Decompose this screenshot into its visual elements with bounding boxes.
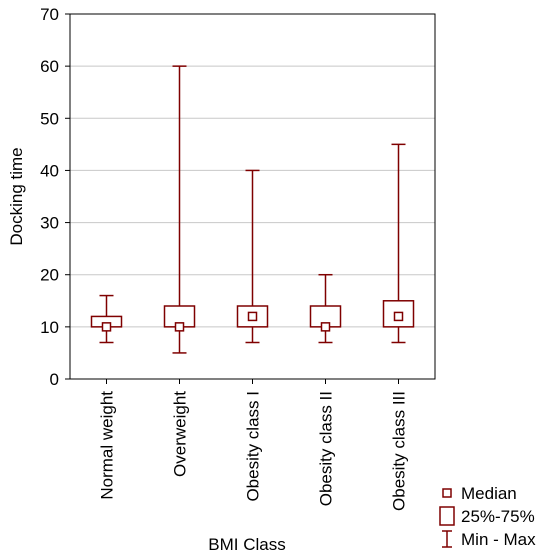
y-tick-label: 0 — [50, 370, 59, 389]
plot-frame — [69, 13, 436, 380]
x-tick-label: Normal weight — [98, 391, 117, 500]
median-marker — [393, 311, 404, 322]
x-tick-label: Obesity class II — [317, 391, 336, 506]
x-axis-title: BMI Class — [208, 535, 285, 554]
box-1 — [90, 294, 123, 344]
legend-item-median: Median — [442, 484, 517, 503]
x-tick-label: Overweight — [171, 391, 190, 477]
y-axis-title: Docking time — [7, 147, 26, 245]
x-axis-ticks: Normal weight Overweight Obesity class I Ob… — [98, 379, 409, 511]
x-tick-label: Obesity class III — [390, 391, 409, 511]
median-marker — [174, 322, 185, 332]
median-marker — [101, 322, 112, 332]
legend-item-whisker: Min - Max — [442, 530, 536, 549]
y-tick-label: 40 — [40, 161, 59, 180]
box-4 — [309, 273, 342, 344]
legend-label: Median — [461, 484, 517, 503]
legend-label: Min - Max — [461, 530, 536, 549]
y-tick-label: 10 — [40, 318, 59, 337]
legend-whisker-icon — [442, 530, 452, 548]
legend: Median 25%-75% Min - Max — [439, 484, 536, 549]
y-axis-ticks: 0 10 20 30 40 50 60 70 — [40, 5, 70, 389]
y-tick-label: 50 — [40, 109, 59, 128]
box-5 — [382, 143, 415, 344]
median-marker — [247, 311, 258, 322]
legend-label: 25%-75% — [461, 507, 535, 526]
y-tick-label: 60 — [40, 57, 59, 76]
x-tick-label: Obesity class I — [244, 391, 263, 502]
box-2 — [163, 65, 196, 354]
y-tick-label: 30 — [40, 214, 59, 233]
box-3 — [236, 169, 269, 344]
y-tick-label: 20 — [40, 266, 59, 285]
y-tick-label: 70 — [40, 5, 59, 24]
median-marker — [320, 322, 331, 332]
legend-box-icon — [439, 506, 455, 526]
box-series — [90, 65, 415, 354]
legend-median-icon — [442, 488, 452, 498]
legend-item-box: 25%-75% — [439, 506, 535, 526]
